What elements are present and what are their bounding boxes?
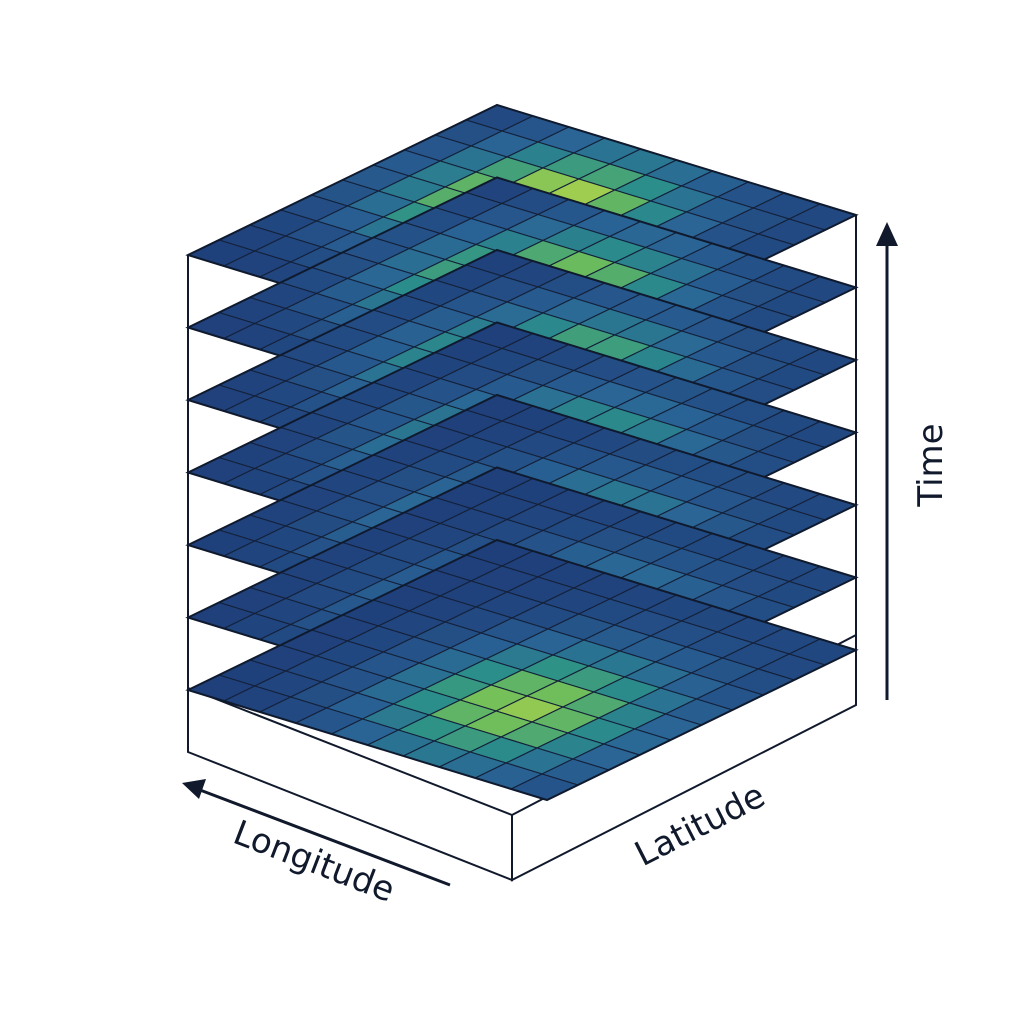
longitude-axis-label: Longitude: [228, 813, 400, 911]
time-axis-arrowhead: [876, 222, 898, 246]
time-layers: [185, 103, 859, 802]
layer-outline: [185, 538, 859, 802]
longitude-axis-arrow: [182, 779, 451, 887]
time-layer-1: [185, 538, 859, 802]
time-axis-arrow: [876, 222, 898, 700]
longitude-axis-arrowhead: [182, 779, 206, 799]
time-axis-label: Time: [911, 423, 951, 507]
longitude-axis-line: [199, 788, 451, 887]
